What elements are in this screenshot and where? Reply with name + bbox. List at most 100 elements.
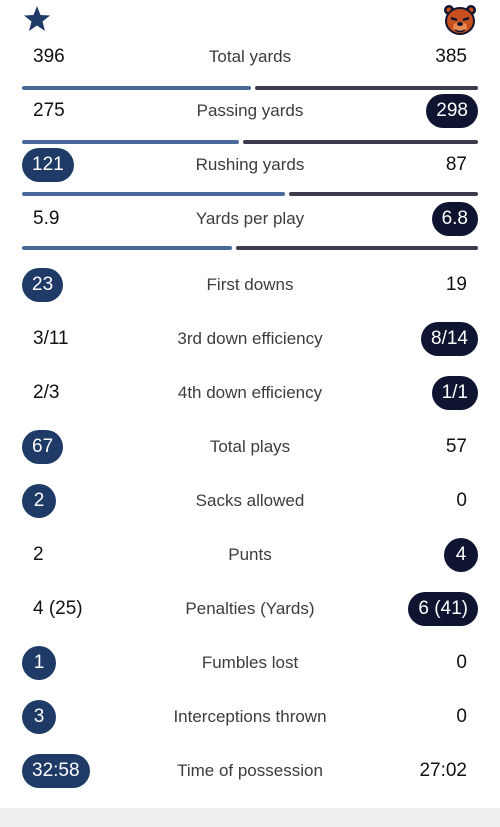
comparison-bar — [22, 86, 478, 90]
comparison-bar — [22, 246, 478, 250]
home-value: 3/11 — [33, 328, 69, 349]
home-share-bar — [22, 140, 239, 144]
home-value-cell: 121 — [22, 145, 74, 185]
stat-row: 275 Passing yards 298 — [0, 91, 500, 131]
stat-label: Yards per play — [195, 209, 305, 228]
away-value: 298 — [426, 94, 478, 128]
home-value: 1 — [22, 646, 56, 680]
away-value-cell: 8/14 — [421, 319, 478, 359]
stat-label: 4th down efficiency — [177, 383, 323, 402]
home-value-cell: 32:58 — [22, 751, 90, 791]
comparison-bar — [22, 192, 478, 196]
stat-row: 32:58 Time of possession 27:02 — [0, 751, 500, 791]
away-value: 87 — [445, 154, 467, 175]
away-value: 6.8 — [431, 202, 478, 236]
home-value-cell: 4 (25) — [22, 589, 93, 629]
away-value-cell: 87 — [436, 145, 478, 185]
stat-label: Time of possession — [177, 761, 323, 780]
away-share-bar — [255, 86, 478, 90]
away-value-cell: 0 — [446, 481, 478, 521]
stat-row: 3/11 3rd down efficiency 8/14 — [0, 319, 500, 359]
away-value-cell: 1/1 — [431, 373, 478, 413]
home-value: 275 — [33, 100, 65, 121]
home-value-cell: 396 — [22, 37, 75, 77]
home-share-bar — [22, 246, 232, 250]
home-value-cell: 3/11 — [22, 319, 79, 359]
home-value: 121 — [22, 148, 74, 182]
stat-row: 1 Fumbles lost 0 — [0, 643, 500, 683]
home-value: 396 — [33, 46, 65, 67]
home-value-cell: 2/3 — [22, 373, 69, 413]
stat-row: 5.9 Yards per play 6.8 — [0, 199, 500, 239]
away-value: 0 — [456, 706, 467, 727]
away-value-cell: 0 — [446, 697, 478, 737]
star-icon — [24, 6, 50, 31]
home-value-cell: 275 — [22, 91, 75, 131]
home-value: 23 — [22, 268, 64, 302]
away-value: 1/1 — [431, 376, 478, 410]
away-value: 27:02 — [419, 760, 467, 781]
stat-label: Interceptions thrown — [173, 707, 327, 726]
away-value-cell: 385 — [425, 37, 478, 77]
home-value-cell: 23 — [22, 265, 64, 305]
home-value: 2 — [33, 544, 44, 565]
away-value-cell: 298 — [426, 91, 478, 131]
home-value: 2/3 — [33, 382, 60, 403]
bottom-strip — [0, 808, 500, 827]
stat-row: 3 Interceptions thrown 0 — [0, 697, 500, 737]
stat-row: 396 Total yards 385 — [0, 37, 500, 77]
home-share-bar — [22, 192, 285, 196]
home-value-cell: 67 — [22, 427, 64, 467]
away-share-bar — [236, 246, 478, 250]
team-logos — [0, 0, 500, 40]
stat-row: 2 Sacks allowed 0 — [0, 481, 500, 521]
stat-label: Fumbles lost — [201, 653, 299, 672]
stat-label: Passing yards — [196, 101, 304, 120]
bear-head-icon — [444, 5, 476, 35]
home-value-cell: 1 — [22, 643, 56, 683]
away-value-cell: 0 — [446, 643, 478, 683]
stat-label: Sacks allowed — [195, 491, 305, 510]
home-value-cell: 2 — [22, 535, 54, 575]
stat-row: 4 (25) Penalties (Yards) 6 (41) — [0, 589, 500, 629]
away-value-cell: 4 — [444, 535, 478, 575]
away-value: 385 — [435, 46, 467, 67]
away-value: 6 (41) — [408, 592, 478, 626]
stat-row: 2/3 4th down efficiency 1/1 — [0, 373, 500, 413]
stat-label: Total yards — [208, 47, 292, 66]
away-value: 0 — [456, 652, 467, 673]
stat-label: Rushing yards — [195, 155, 305, 174]
stat-label: Punts — [228, 545, 272, 564]
stat-row: 121 Rushing yards 87 — [0, 145, 500, 185]
home-value: 5.9 — [33, 208, 60, 229]
away-value: 4 — [444, 538, 478, 572]
home-value-cell: 3 — [22, 697, 56, 737]
home-value-cell: 2 — [22, 481, 56, 521]
away-share-bar — [243, 140, 478, 144]
away-share-bar — [289, 192, 478, 196]
away-value: 57 — [445, 436, 467, 457]
stat-row: 23 First downs 19 — [0, 265, 500, 305]
home-value-cell: 5.9 — [22, 199, 69, 239]
home-value: 67 — [22, 430, 64, 464]
away-value-cell: 19 — [436, 265, 478, 305]
home-share-bar — [22, 86, 251, 90]
home-value: 3 — [22, 700, 56, 734]
comparison-bar — [22, 140, 478, 144]
away-value-cell: 6 (41) — [408, 589, 478, 629]
away-value: 19 — [445, 274, 467, 295]
stat-label: 3rd down efficiency — [177, 329, 323, 348]
away-value: 8/14 — [421, 322, 478, 356]
stat-label: First downs — [206, 275, 294, 294]
away-value: 0 — [456, 490, 467, 511]
away-value-cell: 27:02 — [409, 751, 478, 791]
stat-row: 67 Total plays 57 — [0, 427, 500, 467]
stat-row: 2 Punts 4 — [0, 535, 500, 575]
stat-label: Total plays — [209, 437, 291, 456]
stat-label: Penalties (Yards) — [185, 599, 315, 618]
away-value-cell: 57 — [436, 427, 478, 467]
away-value-cell: 6.8 — [431, 199, 478, 239]
home-value: 32:58 — [22, 754, 90, 788]
home-value: 2 — [22, 484, 56, 518]
home-value: 4 (25) — [33, 598, 83, 619]
